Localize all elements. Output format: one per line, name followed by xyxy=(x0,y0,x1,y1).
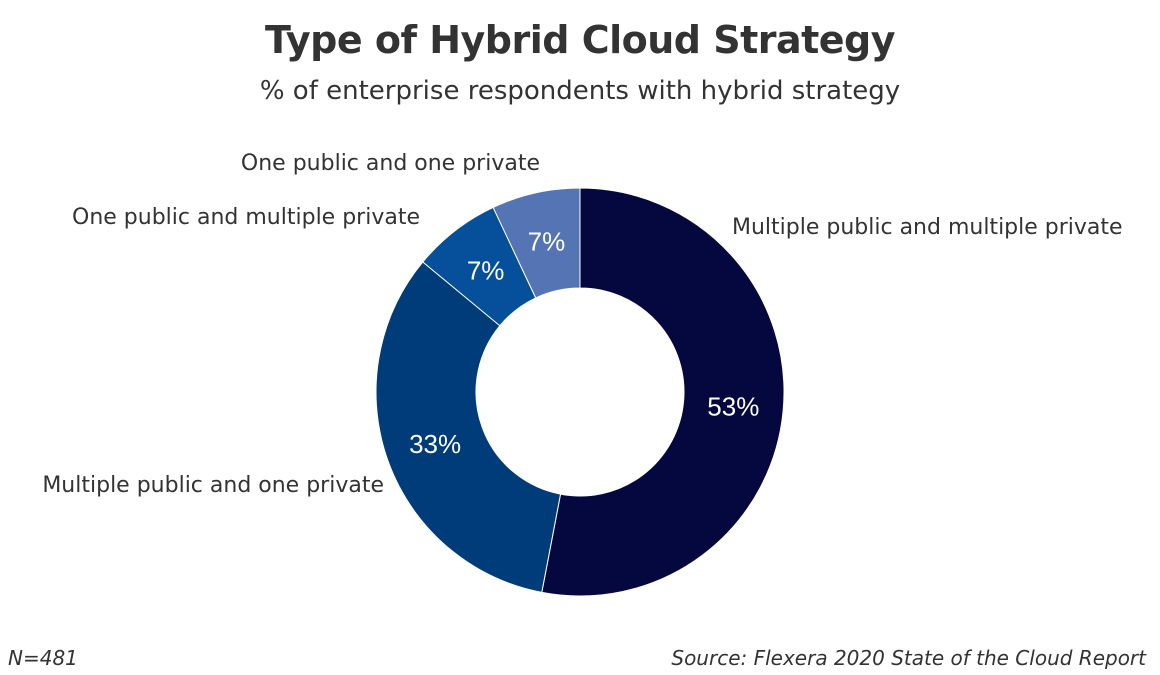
slice-value-label-0: 53% xyxy=(707,391,759,421)
slice-3 xyxy=(492,187,581,299)
slice-value-label-1: 33% xyxy=(409,429,461,459)
slice-0 xyxy=(541,187,785,597)
sample-size-note: N=481 xyxy=(8,646,78,670)
slice-category-label-3: One public and one private xyxy=(241,151,540,176)
slice-value-label-2: 7% xyxy=(467,255,505,285)
source-note: Source: Flexera 2020 State of the Cloud … xyxy=(671,646,1146,670)
slice-category-label-0: Multiple public and multiple private xyxy=(732,215,1123,240)
chart-subtitle: % of enterprise respondents with hybrid … xyxy=(259,76,901,106)
slice-1 xyxy=(375,261,562,593)
slice-category-label-2: One public and multiple private xyxy=(72,205,420,230)
chart-title: Type of Hybrid Cloud Strategy xyxy=(264,18,896,62)
slice-category-label-1: Multiple public and one private xyxy=(42,473,384,498)
slice-value-label-3: 7% xyxy=(528,227,566,257)
